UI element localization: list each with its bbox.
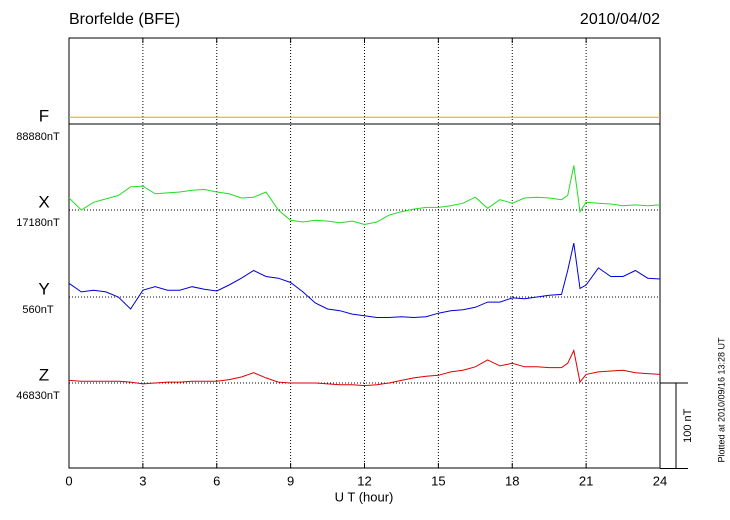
series-name: F [39,106,49,125]
x-tick-label: 3 [139,473,146,488]
chart-title: Brorfelde (BFE) [69,11,180,28]
baseline-label: 17180nT [16,217,60,229]
chart-date: 2010/04/02 [580,11,660,28]
baseline-label: 88880nT [16,131,60,143]
scale-bar-label: 100 nT [682,408,694,443]
x-tick-label: 0 [65,473,72,488]
series-name: X [38,192,49,211]
series-line [68,348,661,387]
x-axis-label: U T (hour) [335,489,394,504]
plot-note: Plotted at 2010/09/16 13:28 UT [716,337,726,463]
x-tick-label: 12 [357,473,371,488]
x-tick-label: 21 [579,473,593,488]
x-tick-label: 15 [431,473,445,488]
series-line [68,242,661,319]
x-tick-label: 18 [505,473,519,488]
series-name: Z [39,365,49,384]
baseline-label: 560nT [22,304,53,316]
x-tick-label: 24 [653,473,667,488]
x-tick-label: 9 [287,473,294,488]
baseline-label: 46830nT [16,390,60,402]
x-tick-label: 6 [213,473,220,488]
series-name: Y [38,279,49,298]
series-line [68,165,661,226]
